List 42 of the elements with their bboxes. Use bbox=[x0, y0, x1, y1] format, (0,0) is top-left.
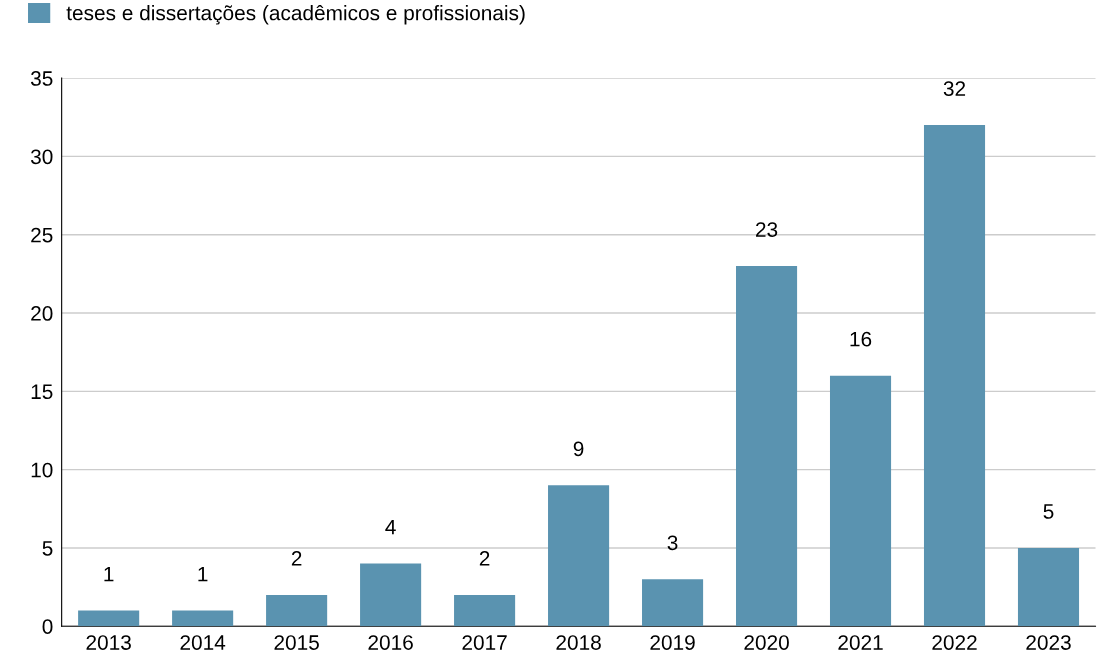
x-tick-label: 2021 bbox=[838, 635, 883, 650]
y-tick-label: 25 bbox=[31, 227, 53, 243]
bar bbox=[548, 485, 610, 627]
bar bbox=[923, 125, 986, 627]
bar bbox=[736, 266, 798, 627]
x-tick-label: 2019 bbox=[650, 635, 695, 650]
data-label: 23 bbox=[756, 222, 778, 237]
bar bbox=[78, 610, 140, 627]
bar bbox=[829, 375, 892, 627]
data-label: 32 bbox=[943, 81, 966, 96]
x-tick-label: 2015 bbox=[274, 635, 319, 650]
x-tick-label: 2016 bbox=[368, 635, 413, 650]
data-label: 1 bbox=[104, 566, 114, 582]
data-label: 2 bbox=[291, 551, 302, 566]
y-tick-label: 10 bbox=[31, 462, 53, 478]
y-tick-label: 0 bbox=[42, 619, 53, 635]
bar bbox=[360, 563, 422, 627]
x-tick-label: 2022 bbox=[932, 635, 977, 650]
bar bbox=[1017, 547, 1080, 627]
data-label: 16 bbox=[850, 331, 872, 347]
y-tick-label: 15 bbox=[31, 384, 53, 400]
data-label: 9 bbox=[573, 441, 584, 457]
bar bbox=[172, 610, 234, 627]
x-tick-label: 2023 bbox=[1026, 635, 1071, 650]
y-tick-label: 35 bbox=[30, 71, 53, 86]
bar bbox=[454, 594, 516, 627]
x-tick-label: 2014 bbox=[180, 635, 226, 650]
x-tick-label: 2018 bbox=[556, 635, 601, 650]
data-label: 2 bbox=[479, 551, 490, 566]
x-tick-label: 2013 bbox=[86, 635, 131, 650]
bar bbox=[266, 594, 328, 627]
data-label: 5 bbox=[1043, 504, 1054, 519]
data-label: 3 bbox=[667, 535, 678, 551]
x-tick-label: 2017 bbox=[462, 635, 507, 650]
data-label: 1 bbox=[198, 566, 208, 582]
y-tick-label: 5 bbox=[42, 541, 53, 556]
x-tick-label: 2020 bbox=[744, 635, 789, 650]
y-tick-label: 30 bbox=[30, 149, 53, 165]
bar bbox=[642, 579, 704, 627]
data-label: 4 bbox=[385, 519, 396, 535]
legend-label: teses e dissertações (acadêmicos e profissionais) bbox=[66, 4, 525, 25]
y-tick-label: 20 bbox=[31, 306, 53, 321]
